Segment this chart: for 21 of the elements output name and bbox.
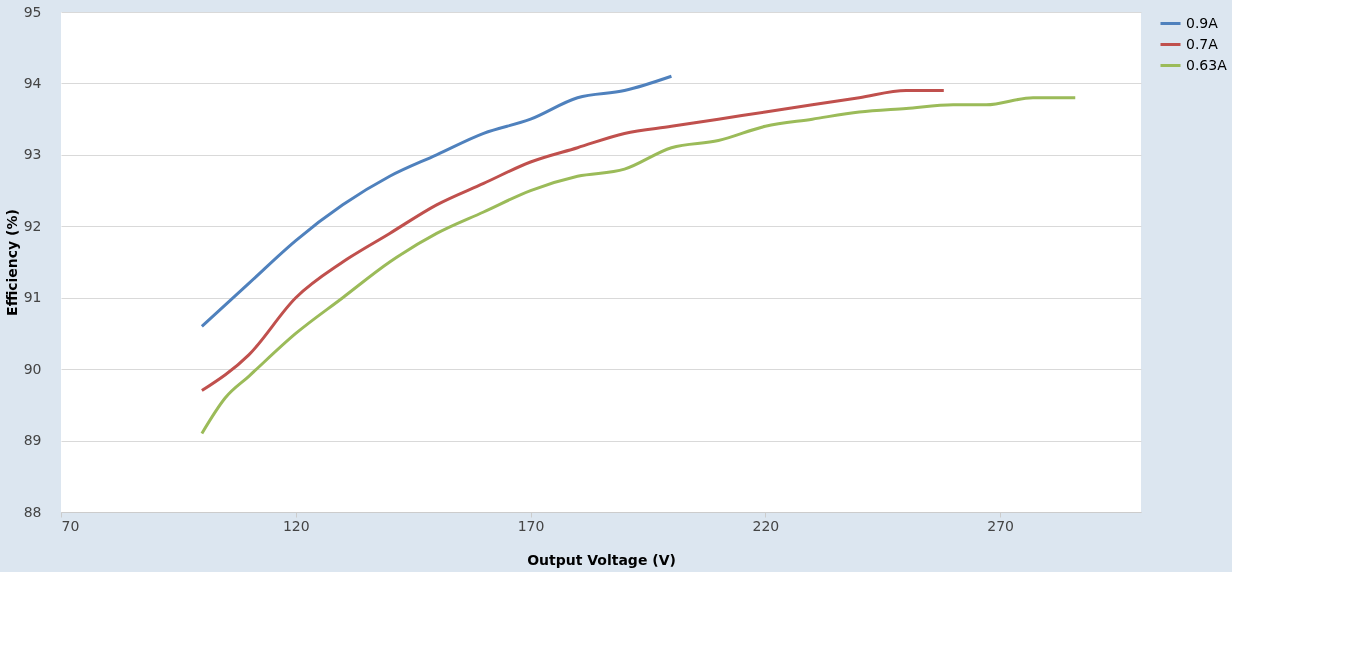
y-axis-title: Efficiency (%) [3, 209, 20, 316]
x-tick-label: 170 [517, 517, 545, 534]
x-axis-title: Output Voltage (V) [527, 551, 676, 568]
y-tick-label: 90 [23, 360, 42, 377]
legend-label: 0.7A [1186, 35, 1219, 52]
x-tick-label: 220 [752, 517, 780, 534]
y-tick-label: 91 [23, 289, 42, 306]
y-tick-label: 95 [23, 3, 42, 20]
x-tick-label: 270 [987, 517, 1014, 534]
y-tick-label: 93 [23, 146, 42, 163]
line-series [200, 89, 946, 393]
y-tick-label: 92 [23, 217, 42, 234]
x-tick-label: 70 [61, 517, 80, 534]
line-series [200, 74, 673, 328]
line-series [200, 96, 1077, 435]
y-tick-label: 88 [23, 503, 42, 520]
x-tick-label: 120 [282, 517, 310, 534]
legend-label: 0.63A [1186, 56, 1228, 73]
legend-label: 0.9A [1186, 14, 1219, 31]
y-tick-label: 89 [23, 432, 42, 449]
y-tick-label: 94 [23, 74, 42, 91]
